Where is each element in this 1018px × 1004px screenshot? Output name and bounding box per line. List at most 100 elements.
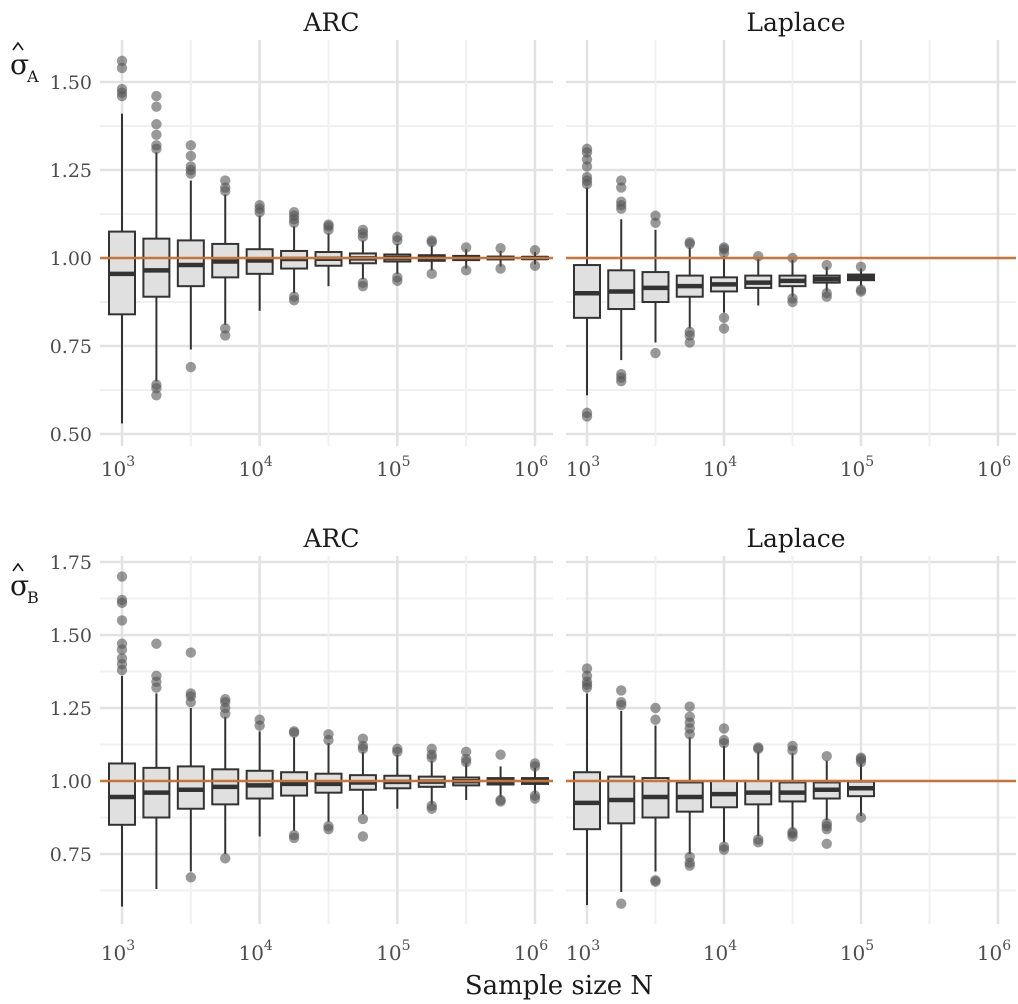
box-n-316228 (452, 746, 481, 800)
x-tick-label: 105 (376, 938, 410, 965)
x-tick-label: 106 (514, 938, 548, 965)
box-n-31623 (314, 219, 343, 287)
outlier-point (495, 749, 506, 760)
outlier-point (581, 670, 593, 682)
outlier-point (650, 347, 661, 359)
x-tick-label: 103 (566, 454, 600, 481)
outlier-point (254, 714, 265, 725)
outlier-point (151, 140, 162, 151)
outlier-point (185, 361, 197, 373)
outlier-point (684, 851, 695, 863)
box-n-3162 (641, 210, 670, 359)
y-axis-subscript: B (27, 588, 39, 607)
outlier-point (151, 379, 162, 390)
outlier-point (460, 265, 472, 276)
outlier-point (855, 752, 867, 763)
outlier-point (684, 236, 695, 248)
y-tick-label: 1.25 (50, 160, 92, 182)
x-tick-exponent: 6 (539, 938, 548, 954)
y-tick-label: 1.50 (50, 625, 92, 647)
outlier-point (116, 55, 128, 67)
x-tick-exponent: 5 (402, 454, 411, 470)
outlier-point (185, 150, 197, 162)
box-n-1000 (108, 571, 136, 907)
outlier-point (392, 272, 403, 283)
outlier-point (821, 838, 832, 849)
outlier-point (650, 210, 661, 221)
box-n-56234 (812, 750, 841, 849)
x-tick-base: 10 (977, 457, 1002, 481)
outlier-point (855, 812, 867, 823)
outlier-point (220, 694, 231, 705)
box-n-10000 (710, 723, 738, 855)
box-n-56234 (348, 733, 377, 842)
x-tick-base: 10 (703, 941, 728, 965)
box-n-10000 (245, 200, 274, 311)
outlier-point (116, 615, 128, 626)
panel-title: ARC (302, 8, 359, 37)
box-n-100000 (847, 261, 875, 297)
x-tick-base: 10 (101, 941, 126, 965)
outlier-point (581, 143, 593, 155)
outlier-point (323, 219, 334, 230)
x-tick-base: 10 (977, 941, 1002, 965)
y-tick-label: 0.75 (50, 336, 92, 358)
y-axis-label: σB (10, 562, 39, 607)
outlier-point (718, 312, 730, 324)
outlier-point (529, 260, 541, 271)
outlier-point (357, 740, 369, 752)
box-n-1778 (607, 685, 636, 909)
x-tick-exponent: 4 (728, 938, 737, 954)
box-n-5623 (675, 701, 704, 871)
outlier-point (220, 175, 231, 186)
outlier-point (460, 753, 472, 765)
outlier-point (460, 746, 472, 757)
box-n-31623 (314, 729, 343, 835)
x-tick-exponent: 6 (1002, 454, 1011, 470)
x-tick-base: 10 (238, 941, 263, 965)
outlier-point (581, 407, 593, 419)
box-n-177828 (417, 743, 446, 814)
box-n-100000 (383, 743, 412, 809)
x-axis-title: Sample size N (465, 971, 653, 1001)
outlier-point (151, 638, 162, 649)
y-axis-symbol: σ (10, 569, 29, 602)
x-tick-label: 105 (840, 454, 874, 481)
outlier-point (254, 200, 265, 211)
outlier-point (753, 742, 764, 753)
outlier-point (116, 653, 128, 664)
outlier-point (616, 898, 627, 909)
outlier-point (151, 129, 162, 140)
outlier-point (821, 818, 832, 829)
outlier-point (718, 242, 730, 253)
outlier-point (616, 196, 627, 207)
outlier-point (220, 853, 231, 864)
box-n-10000 (710, 242, 738, 334)
hat-accent (12, 562, 24, 572)
x-tick-label: 105 (840, 938, 874, 965)
outlier-point (357, 813, 369, 825)
outlier-point (821, 750, 832, 762)
outlier-point (821, 288, 832, 299)
x-tick-base: 10 (514, 457, 539, 481)
x-tick-label: 104 (238, 938, 272, 965)
outlier-point (787, 293, 798, 304)
x-tick-exponent: 5 (865, 938, 874, 954)
x-tick-exponent: 3 (591, 938, 600, 954)
outlier-point (116, 638, 128, 649)
outlier-point (495, 242, 506, 254)
box-n-3162 (176, 140, 205, 373)
outlier-point (718, 323, 730, 334)
outlier-point (855, 261, 867, 272)
outlier-point (855, 284, 867, 295)
x-tick-base: 10 (376, 457, 401, 481)
x-tick-exponent: 3 (126, 454, 135, 470)
hat-accent (12, 41, 24, 51)
panel-title: ARC (302, 524, 359, 553)
box-n-10000 (245, 714, 274, 837)
box-iqr (108, 762, 136, 826)
